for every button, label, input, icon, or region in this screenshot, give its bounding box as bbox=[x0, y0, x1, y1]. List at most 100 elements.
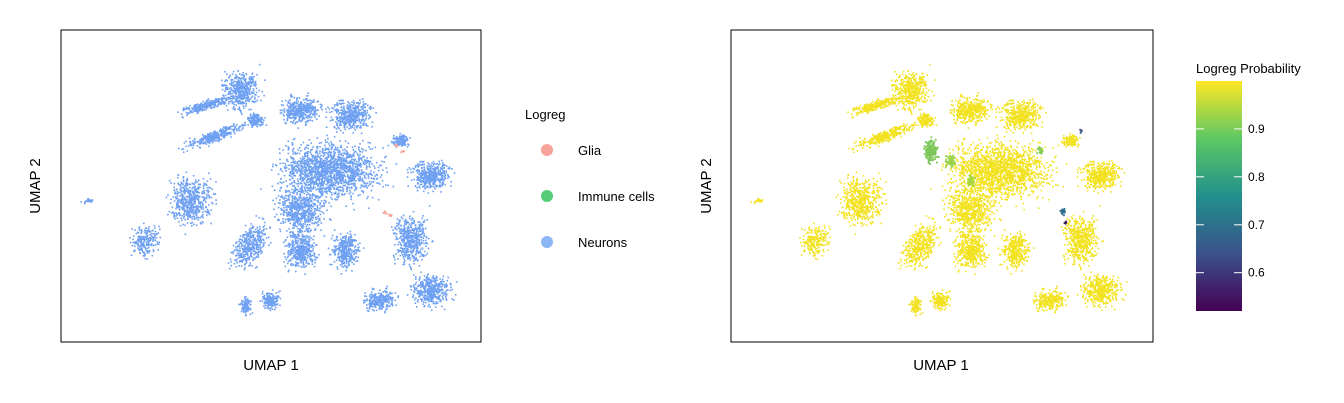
cell-point bbox=[206, 101, 209, 104]
cell-point bbox=[188, 107, 190, 109]
cell-point bbox=[331, 119, 334, 121]
cell-point bbox=[371, 126, 373, 128]
cell-point bbox=[198, 142, 201, 144]
cell-point bbox=[337, 186, 339, 188]
cell-point bbox=[190, 193, 193, 196]
cell-point bbox=[381, 180, 384, 182]
cell-point bbox=[370, 189, 373, 192]
cell-point bbox=[307, 119, 310, 122]
cell-point bbox=[331, 144, 333, 146]
cell-point bbox=[326, 165, 328, 168]
cell-point bbox=[285, 180, 287, 182]
cell-point bbox=[238, 102, 240, 105]
cell-point bbox=[299, 195, 302, 198]
cell-point bbox=[369, 148, 371, 150]
cell-point bbox=[348, 109, 350, 111]
cell-point bbox=[331, 157, 333, 159]
cell-point bbox=[180, 186, 183, 189]
cell-point bbox=[188, 192, 191, 194]
cell-point bbox=[301, 161, 303, 163]
cell-point bbox=[240, 111, 242, 114]
cell-point bbox=[222, 136, 224, 138]
cell-point bbox=[183, 208, 185, 211]
cell-point bbox=[236, 129, 238, 132]
cell-point bbox=[200, 201, 202, 203]
cell-point bbox=[185, 182, 187, 185]
cell-point bbox=[306, 120, 309, 122]
cell-point bbox=[343, 166, 346, 169]
cell-point bbox=[202, 100, 204, 103]
cell-point bbox=[348, 121, 350, 123]
cell-point bbox=[295, 105, 298, 108]
cell-point bbox=[300, 144, 302, 146]
cell-point bbox=[261, 121, 263, 124]
cell-point bbox=[306, 98, 308, 101]
cell-point bbox=[362, 118, 364, 121]
cell-point bbox=[235, 97, 237, 100]
cell-point bbox=[306, 210, 308, 212]
cell-point bbox=[260, 121, 262, 123]
cell-point bbox=[329, 111, 331, 114]
cell-point bbox=[353, 122, 355, 124]
cell-point bbox=[386, 171, 388, 173]
cell-point bbox=[343, 126, 346, 129]
cell-point bbox=[186, 214, 189, 216]
cell-point bbox=[309, 160, 311, 162]
cell-point bbox=[243, 83, 246, 85]
cell-point bbox=[292, 147, 295, 150]
cell-point bbox=[289, 178, 292, 181]
cell-point bbox=[336, 196, 338, 198]
cell-point bbox=[196, 112, 199, 115]
cell-point bbox=[175, 198, 177, 200]
cell-point bbox=[357, 115, 360, 118]
cell-point bbox=[314, 173, 316, 176]
cell-point bbox=[238, 89, 240, 92]
cell-point bbox=[362, 103, 365, 105]
cell-point bbox=[328, 156, 330, 158]
cell-point bbox=[135, 232, 138, 235]
cell-point bbox=[328, 108, 331, 110]
cell-point bbox=[337, 126, 340, 129]
cell-point bbox=[356, 106, 358, 109]
cell-point bbox=[302, 170, 304, 173]
cell-point bbox=[291, 143, 294, 145]
cell-point bbox=[239, 102, 241, 104]
cell-point bbox=[246, 239, 249, 242]
cell-point bbox=[199, 216, 202, 219]
cell-point bbox=[197, 108, 200, 110]
cell-point bbox=[345, 187, 348, 189]
cell-point bbox=[326, 171, 329, 173]
cell-point bbox=[293, 162, 296, 165]
cell-point bbox=[299, 170, 302, 172]
cell-point bbox=[207, 133, 209, 136]
cell-point bbox=[207, 189, 209, 192]
cell-point bbox=[320, 191, 322, 193]
cell-point bbox=[261, 117, 263, 119]
cell-point bbox=[255, 120, 257, 122]
cell-point bbox=[291, 105, 294, 107]
cell-point bbox=[348, 169, 351, 171]
cell-point bbox=[332, 156, 334, 159]
cell-point bbox=[304, 221, 306, 224]
cell-point bbox=[337, 177, 339, 179]
cell-point bbox=[307, 161, 310, 164]
cell-point bbox=[208, 136, 210, 138]
cell-point bbox=[196, 103, 199, 105]
cell-point bbox=[293, 225, 296, 227]
cell-point bbox=[279, 202, 281, 205]
cell-point bbox=[213, 136, 216, 138]
cell-point bbox=[200, 102, 202, 105]
cell-point bbox=[338, 153, 340, 156]
cell-point bbox=[191, 201, 193, 203]
cell-point bbox=[319, 210, 321, 212]
cell-point bbox=[283, 108, 286, 110]
cell-point bbox=[369, 105, 372, 108]
cell-point bbox=[358, 109, 360, 112]
cell-point bbox=[184, 203, 187, 205]
cell-point bbox=[203, 106, 206, 109]
cell-point bbox=[290, 208, 293, 210]
cell-point bbox=[332, 184, 334, 186]
cell-point bbox=[321, 188, 324, 190]
cell-point bbox=[245, 81, 248, 84]
cell-point bbox=[317, 184, 320, 187]
